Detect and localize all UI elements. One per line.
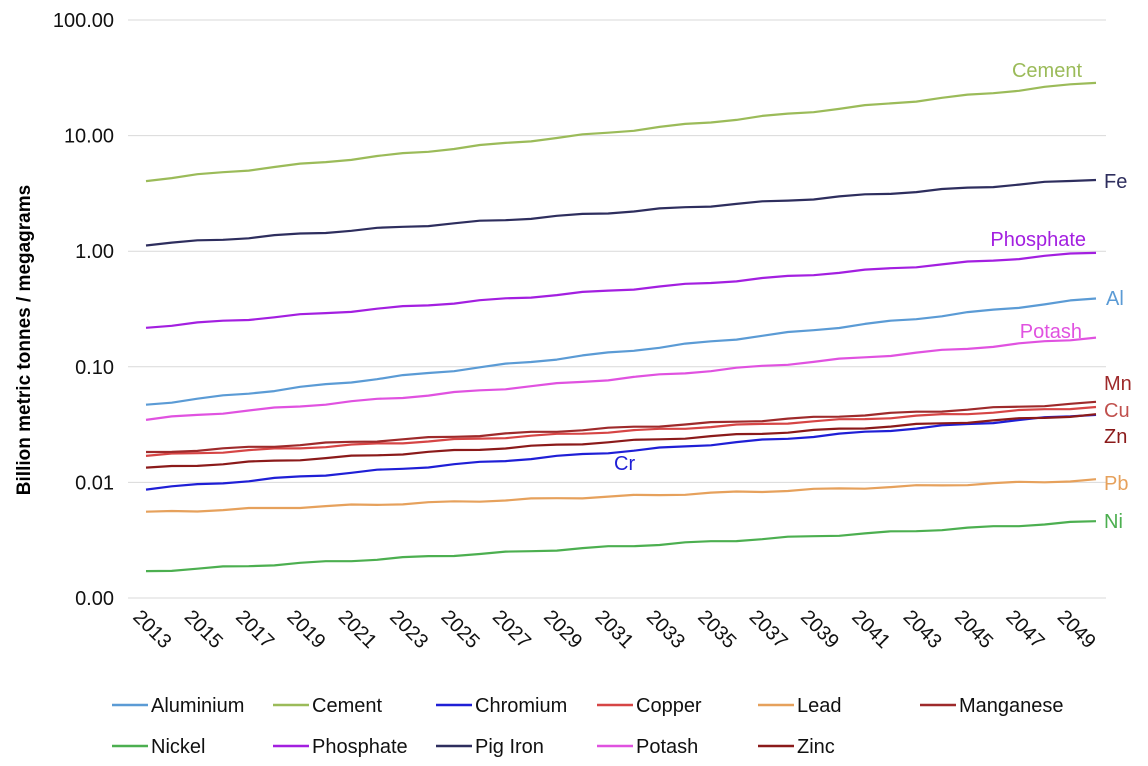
series-label-ni: Ni: [1104, 511, 1123, 533]
y-tick-label: 100.00: [53, 10, 114, 32]
series-line-copper: [145, 405, 1097, 457]
legend-item-nickel: Nickel: [151, 736, 205, 758]
legend-item-potash: Potash: [636, 736, 698, 758]
gridlines: [128, 19, 1106, 599]
legend-item-chromium: Chromium: [475, 695, 567, 717]
series-line-aluminium: [145, 297, 1097, 406]
x-tick-label: 2027: [488, 606, 535, 653]
series-label-al: Al: [1106, 288, 1124, 310]
x-tick-label: 2035: [693, 606, 740, 653]
series-labels: Al Cement Cr Cu Pb Mn Ni Phosphate Fe Potash Zn: [614, 60, 1132, 533]
x-tick-label: 2049: [1053, 606, 1100, 653]
series-line-zinc: [145, 413, 1097, 469]
x-tick-label: 2031: [591, 606, 638, 653]
x-axis: 2013 2015 2017 2019 2021 2023 2025 2027 2029 2031…: [128, 606, 1099, 653]
series-label-cr: Cr: [614, 453, 635, 475]
series-label-mn: Mn: [1104, 373, 1132, 395]
series-line-cement: [145, 81, 1097, 183]
y-tick-label: 1.00: [75, 241, 114, 263]
series-lines: [145, 81, 1097, 573]
legend-item-copper: Copper: [636, 695, 702, 717]
legend-item-manganese: Manganese: [959, 695, 1064, 717]
x-tick-label: 2013: [128, 606, 175, 653]
series-label-potash: Potash: [1020, 321, 1082, 343]
x-tick-label: 2017: [231, 606, 278, 653]
y-tick-label: 0.10: [75, 357, 114, 379]
x-tick-label: 2045: [950, 606, 997, 653]
series-line-pig-iron: [145, 178, 1097, 247]
legend: Aluminium Cement Chromium Copper Lead Mangane…: [112, 695, 1064, 758]
y-tick-label: 10.00: [64, 126, 114, 148]
series-label-cement: Cement: [1012, 60, 1082, 82]
x-tick-label: 2041: [847, 606, 894, 653]
y-axis-label: Billion metric tonnes / megagrams: [14, 185, 35, 495]
series-line-phosphate: [145, 251, 1097, 329]
x-tick-label: 2039: [796, 606, 843, 653]
legend-item-phosphate: Phosphate: [312, 736, 408, 758]
series-line-potash: [145, 336, 1097, 421]
x-tick-label: 2015: [180, 606, 227, 653]
x-tick-label: 2025: [437, 606, 484, 653]
x-tick-label: 2019: [283, 606, 330, 653]
series-line-manganese: [145, 400, 1097, 454]
legend-item-lead: Lead: [797, 695, 842, 717]
legend-item-pig-iron: Pig Iron: [475, 736, 544, 758]
series-label-fe: Fe: [1104, 171, 1127, 193]
series-line-nickel: [145, 520, 1097, 573]
series-label-phosphate: Phosphate: [990, 229, 1086, 251]
series-line-lead: [145, 478, 1097, 513]
x-tick-label: 2021: [334, 606, 381, 653]
x-tick-label: 2047: [1001, 606, 1048, 653]
x-tick-label: 2029: [539, 606, 586, 653]
legend-item-cement: Cement: [312, 695, 382, 717]
series-line-chromium: [145, 413, 1097, 491]
series-label-zn: Zn: [1104, 426, 1127, 448]
x-tick-label: 2043: [899, 606, 946, 653]
x-tick-label: 2023: [385, 606, 432, 653]
x-tick-label: 2037: [745, 606, 792, 653]
legend-item-aluminium: Aluminium: [151, 695, 244, 717]
y-tick-label: 0.01: [75, 472, 114, 494]
legend-item-zinc: Zinc: [797, 736, 835, 758]
x-tick-label: 2033: [642, 606, 689, 653]
y-tick-label: 0.00: [75, 588, 114, 610]
series-label-pb: Pb: [1104, 473, 1128, 495]
series-label-cu: Cu: [1104, 400, 1130, 422]
y-axis-ticks: 0.00 0.01 0.10 1.00 10.00 100.00: [53, 10, 114, 610]
